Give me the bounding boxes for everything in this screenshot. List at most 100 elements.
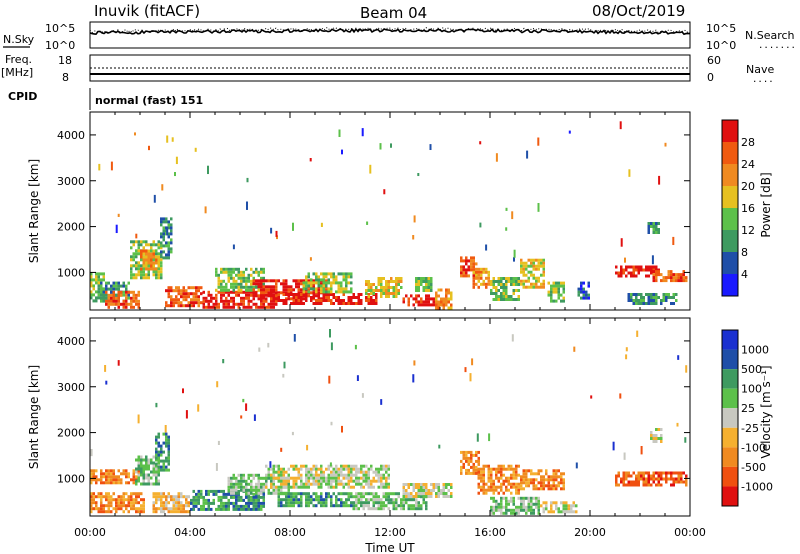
scatter-cell bbox=[210, 507, 213, 511]
scatter-cell bbox=[470, 471, 473, 475]
scatter-cell bbox=[540, 285, 543, 289]
scatter-cell bbox=[202, 305, 205, 309]
scatter-cell bbox=[550, 299, 553, 303]
scatter-cell bbox=[195, 301, 198, 305]
scatter-cell bbox=[510, 496, 513, 500]
scatter-cell bbox=[537, 285, 540, 289]
scatter-cell bbox=[245, 267, 248, 271]
scatter-cell bbox=[177, 304, 180, 308]
scatter-cell bbox=[125, 472, 128, 476]
noise-panel-frame bbox=[89, 21, 691, 49]
scatter-cell bbox=[397, 495, 400, 499]
scatter-cell bbox=[167, 495, 170, 499]
colorbar-segment bbox=[722, 388, 738, 409]
scatter-cell bbox=[402, 489, 405, 492]
scatter-cell bbox=[482, 467, 485, 471]
scatter-cell bbox=[277, 504, 280, 508]
scatter-cell bbox=[207, 501, 210, 505]
scatter-cell bbox=[305, 281, 308, 285]
scatter-cell bbox=[405, 294, 408, 298]
scatter-cell bbox=[562, 472, 565, 476]
scatter-cell bbox=[397, 504, 400, 508]
scatter-cell bbox=[475, 459, 478, 463]
scatter-cell bbox=[227, 492, 230, 496]
scatter-cell bbox=[427, 489, 430, 492]
scatter-cell bbox=[235, 267, 238, 271]
scatter-cell bbox=[417, 492, 420, 495]
scatter-cell bbox=[557, 507, 560, 511]
scatter-cell bbox=[125, 302, 128, 306]
scatter-cell bbox=[345, 467, 348, 471]
scatter-cell bbox=[107, 495, 110, 499]
scatter-cell bbox=[92, 475, 95, 479]
scatter-cell bbox=[247, 504, 250, 508]
scatter-cell bbox=[305, 296, 308, 299]
scatter-cell bbox=[382, 476, 385, 480]
scatter-cell bbox=[450, 483, 453, 486]
scatter-cell bbox=[530, 511, 533, 515]
scatter-cell bbox=[132, 507, 135, 511]
scatter-cell bbox=[517, 482, 520, 486]
scatter-cell bbox=[140, 504, 143, 508]
scatter-cell bbox=[182, 298, 185, 302]
scatter-cell bbox=[620, 268, 623, 272]
scatter-cell bbox=[380, 464, 383, 468]
scatter-cell bbox=[302, 290, 305, 294]
scatter-cell bbox=[260, 270, 263, 274]
scatter-cell bbox=[307, 290, 310, 294]
scatter-cell bbox=[377, 479, 380, 483]
scatter-cell bbox=[537, 496, 540, 500]
scatter-cell bbox=[225, 267, 228, 271]
scatter-cell bbox=[527, 279, 530, 283]
scatter-cell bbox=[557, 475, 560, 479]
scatter-cell bbox=[660, 477, 663, 481]
scatter-cell bbox=[537, 487, 540, 491]
scatter-cell bbox=[235, 507, 238, 511]
scatter-cell bbox=[115, 510, 118, 514]
scatter-cell bbox=[265, 288, 268, 292]
scatter-cell bbox=[155, 495, 158, 499]
scatter-cell bbox=[155, 507, 158, 511]
scatter-cell bbox=[155, 258, 158, 262]
scatter-cell bbox=[245, 504, 248, 508]
scatter-cell bbox=[315, 272, 318, 276]
scatter-cell bbox=[255, 488, 258, 492]
scatter-cell bbox=[675, 299, 678, 302]
scatter-cell bbox=[107, 504, 110, 508]
scatter-cell bbox=[257, 273, 260, 277]
scatter-cell bbox=[267, 467, 270, 471]
scatter-cell bbox=[410, 495, 413, 498]
scatter-cell bbox=[117, 360, 120, 366]
scatter-cell bbox=[417, 507, 420, 511]
scatter-cell bbox=[95, 501, 98, 505]
scatter-cell bbox=[232, 288, 235, 292]
scatter-cell bbox=[325, 279, 328, 283]
scatter-cell bbox=[395, 280, 398, 283]
scatter-cell bbox=[360, 467, 363, 471]
scatter-cell bbox=[512, 496, 515, 500]
scatter-cell bbox=[402, 507, 405, 511]
scatter-cell bbox=[625, 265, 628, 269]
scatter-cell bbox=[132, 299, 135, 303]
scatter-cell bbox=[642, 480, 645, 484]
scatter-cell bbox=[130, 264, 133, 268]
scatter-cell bbox=[305, 504, 308, 508]
scatter-cell bbox=[262, 282, 265, 286]
scatter-cell bbox=[182, 286, 185, 290]
scatter-cell bbox=[350, 302, 353, 305]
scatter-cell bbox=[442, 303, 445, 307]
scatter-cell bbox=[187, 304, 190, 308]
scatter-cell bbox=[307, 279, 310, 283]
scatter-cell bbox=[130, 255, 133, 259]
scatter-cell bbox=[225, 492, 228, 496]
scatter-cell bbox=[505, 502, 508, 506]
scatter-cell bbox=[380, 501, 383, 505]
scatter-cell bbox=[655, 428, 658, 431]
scatter-cell bbox=[300, 302, 303, 305]
scatter-cell bbox=[392, 498, 395, 502]
scatter-cell bbox=[170, 226, 173, 230]
scatter-cell bbox=[562, 296, 565, 300]
freq-right-legend: .... bbox=[752, 75, 774, 85]
scatter-cell bbox=[417, 504, 420, 508]
scatter-cell bbox=[247, 273, 250, 277]
